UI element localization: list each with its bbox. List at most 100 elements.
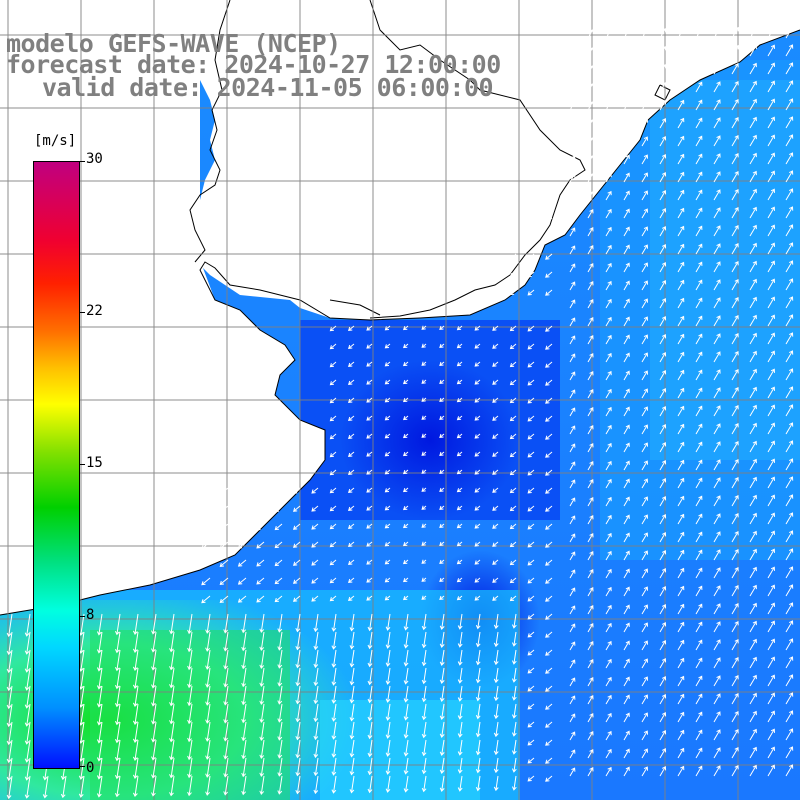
wind-arrow [421,361,427,366]
wind-arrow [749,368,757,381]
wind-arrow [403,703,409,721]
wind-arrow [402,523,409,529]
wind-arrow [132,649,139,671]
wind-arrow [695,693,703,705]
wind-arrow [767,224,775,237]
wind-arrow [785,746,794,759]
wind-arrow [659,748,667,759]
wind-arrow [237,559,247,567]
wind-arrow [713,675,721,687]
wind-arrow [457,775,463,792]
wind-arrow [439,433,445,438]
wind-arrow [187,667,193,689]
wind-arrow [731,423,739,435]
wind-arrow [456,469,463,475]
wind-arrow [569,515,576,525]
wind-arrow [695,423,703,435]
wind-arrow [641,280,648,291]
wind-arrow [767,440,775,453]
wind-arrow [274,523,283,531]
wind-arrow [421,415,427,420]
colorbar-tick-label: 0 [86,760,95,776]
wind-arrow [767,98,775,111]
wind-arrow [569,83,576,93]
wind-arrow [349,721,355,740]
wind-arrow [509,595,517,602]
wind-arrow [587,551,594,561]
wind-arrow [641,640,648,651]
wind-arrow [545,523,553,530]
wind-arrow [749,422,757,435]
wind-arrow [569,281,576,291]
wind-arrow [421,667,427,685]
wind-arrow [329,361,337,368]
wind-arrow [623,82,630,93]
wind-arrow [474,415,481,421]
wind-arrow [659,694,667,705]
wind-arrow [277,757,283,777]
wind-arrow [605,694,612,705]
wind-arrow [219,541,229,549]
wind-arrow [295,703,301,723]
wind-arrow [713,423,721,435]
wind-arrow [259,685,265,706]
wind-arrow [641,316,648,327]
wind-arrow [785,692,794,705]
wind-arrow [259,757,265,778]
wind-arrow [329,505,337,512]
wind-arrow [677,315,685,327]
wind-arrow [492,595,499,601]
wind-arrow [237,541,247,549]
wind-arrow [587,677,594,687]
wind-arrow [695,189,703,201]
wind-arrow [492,271,499,277]
wind-arrow [384,451,391,457]
wind-arrow [274,487,283,495]
wind-arrow [605,622,612,633]
wind-arrow [348,325,355,331]
wind-arrow [623,226,630,237]
wind-arrow [366,397,373,403]
wind-arrow [402,559,409,565]
wind-arrow [545,415,553,422]
wind-arrow [293,523,301,530]
wind-arrow [509,505,517,512]
wind-arrow [474,595,481,601]
wind-arrow [527,649,535,656]
wind-arrow [527,577,535,584]
wind-arrow [569,497,576,507]
wind-arrow [641,388,648,399]
wind-arrow [114,703,121,726]
wind-arrow [641,190,648,201]
wind-arrow [569,407,576,417]
wind-arrow [6,757,13,782]
wind-arrow [605,766,612,777]
wind-arrow [511,631,517,647]
wind-arrow [713,711,721,723]
wind-arrow [605,226,612,237]
wind-arrow [605,586,612,597]
wind-arrow [241,703,247,724]
wind-arrow [767,548,775,561]
wind-arrow [767,242,775,255]
wind-arrow [767,404,775,417]
wind-arrow [114,775,121,798]
wind-arrow [605,676,612,687]
wind-arrow [587,515,594,525]
wind-arrow [785,134,794,147]
wind-arrow [329,523,337,530]
wind-arrow [474,487,481,493]
wind-arrow [421,721,427,739]
wind-arrow [641,334,648,345]
wind-arrow [331,631,337,650]
wind-arrow [641,100,648,111]
wind-arrow [569,317,576,327]
wind-arrow [569,659,576,669]
wind-arrow [421,523,427,528]
wind-arrow [767,512,775,525]
wind-arrow [785,98,794,111]
wind-arrow [659,406,667,417]
wind-arrow [474,559,481,565]
wind-arrow [569,461,576,471]
